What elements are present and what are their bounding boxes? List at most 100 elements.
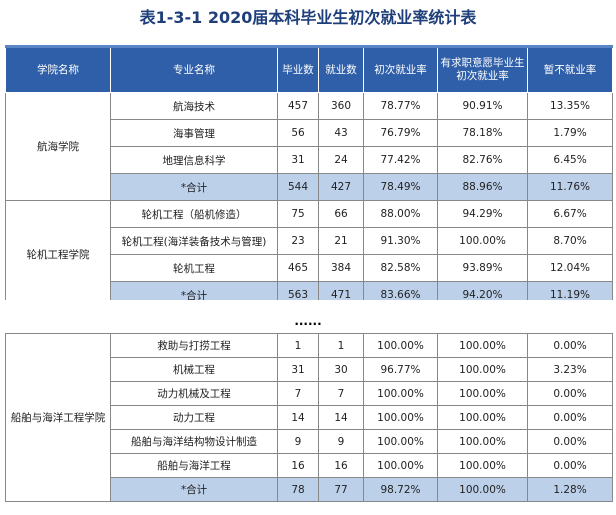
- header-cell: 初次就业率: [363, 45, 438, 93]
- cell: 12.04%: [527, 254, 613, 282]
- cell: 94.20%: [437, 281, 528, 300]
- cell: 544: [277, 173, 319, 201]
- table: 学院名称 专业名称 毕业数 就业数 初次就业率 有求职意愿毕业生初次就业率 暂不就业率 航海学…: [5, 45, 613, 300]
- table-2: 船舶与海洋工程学院 救助与打捞工程 1 1 100.00% 100.00% 0.00% 机械工…: [5, 333, 613, 515]
- cell: 14: [318, 405, 364, 430]
- cell: 100.00%: [437, 405, 528, 430]
- cell: 78.49%: [363, 173, 438, 201]
- cell: 77.42%: [363, 146, 438, 174]
- cell: 船舶与海洋工程: [110, 453, 278, 478]
- cell: 43: [318, 119, 364, 147]
- cell: 75: [277, 200, 319, 228]
- table: 船舶与海洋工程学院 救助与打捞工程 1 1 100.00% 100.00% 0.00% 机械工…: [5, 333, 613, 502]
- cell: 88.96%: [437, 173, 528, 201]
- cell: 100.00%: [437, 381, 528, 406]
- cell: 11.76%: [527, 173, 613, 201]
- cell: 海事管理: [110, 119, 278, 147]
- cell: 7: [277, 381, 319, 406]
- cell: 地理信息科学: [110, 146, 278, 174]
- row: *合计 78 77 98.72% 100.00% 1.28%: [6, 477, 613, 502]
- row: 船舶与海洋工程学院 救助与打捞工程 1 1 100.00% 100.00% 0.00%: [5, 333, 613, 502]
- cell: 0.00%: [527, 429, 613, 454]
- cell: 9: [318, 429, 364, 454]
- cell: 78.18%: [437, 119, 528, 147]
- cell: 24: [318, 146, 364, 174]
- cell: 100.00%: [363, 405, 438, 430]
- title: 表1-3-1 2020届本科毕业生初次就业率统计表: [139, 8, 477, 27]
- row: 轮机工程学院 轮机工程（船机修造） 75 66 88.00% 94.29% 6.67%: [5, 200, 613, 300]
- cell: 16: [277, 453, 319, 478]
- row: 动力机械及工程 7 7 100.00% 100.00% 0.00%: [6, 381, 613, 406]
- row: 航海学院 航海技术 457 360 78.77% 90.91% 13.35%: [5, 92, 613, 201]
- cell: 100.00%: [363, 381, 438, 406]
- cell: 56: [277, 119, 319, 147]
- cell: 30: [318, 357, 364, 382]
- cell: 轮机工程（船机修造）: [110, 200, 278, 228]
- cell: 82.76%: [437, 146, 528, 174]
- cell: 船舶与海洋结构物设计制造: [110, 429, 278, 454]
- header-cell: 专业名称: [110, 45, 278, 93]
- cell: 0.00%: [527, 381, 613, 406]
- cell: 98.72%: [363, 477, 438, 502]
- cell: 31: [277, 146, 319, 174]
- cell: 机械工程: [110, 357, 278, 382]
- cell: 6.45%: [527, 146, 613, 174]
- row: 地理信息科学 31 24 77.42% 82.76% 6.45%: [6, 146, 613, 174]
- cell: 9: [277, 429, 319, 454]
- cell: 83.66%: [363, 281, 438, 300]
- cell: 7: [318, 381, 364, 406]
- cell: 563: [277, 281, 319, 300]
- row: 轮机工程(海洋装备技术与管理) 23 21 91.30% 100.00% 8.70%: [6, 227, 613, 255]
- cell: 76.79%: [363, 119, 438, 147]
- cell: 91.30%: [363, 227, 438, 255]
- cell: 8.70%: [527, 227, 613, 255]
- header-cell: 学院名称: [5, 45, 111, 93]
- cell: 100.00%: [437, 477, 528, 502]
- cell: 21: [318, 227, 364, 255]
- cell: 100.00%: [437, 357, 528, 382]
- cell: 14: [277, 405, 319, 430]
- header-cell: 有求职意愿毕业生初次就业率: [437, 45, 528, 93]
- cell: 救助与打捞工程: [110, 333, 278, 358]
- cell: 93.89%: [437, 254, 528, 282]
- ellipsis: ......: [294, 314, 322, 328]
- cell: 360: [318, 92, 364, 120]
- cell: *合计: [110, 477, 278, 502]
- cell: 11.19%: [527, 281, 613, 300]
- cell: 82.58%: [363, 254, 438, 282]
- cell: 88.00%: [363, 200, 438, 228]
- row: *合计 544 427 78.49% 88.96% 11.76%: [6, 173, 613, 201]
- cell: 16: [318, 453, 364, 478]
- cell: 轮机工程: [110, 254, 278, 282]
- row: 机械工程 31 30 96.77% 100.00% 3.23%: [6, 357, 613, 382]
- cell: 航海技术: [110, 92, 278, 120]
- college-cell: 航海学院: [5, 92, 111, 201]
- cell: 动力工程: [110, 405, 278, 430]
- header-cell: 就业数: [318, 45, 364, 93]
- cell: 23: [277, 227, 319, 255]
- cell: 77: [318, 477, 364, 502]
- table-1: 学院名称 专业名称 毕业数 就业数 初次就业率 有求职意愿毕业生初次就业率 暂不就业率 航海学…: [5, 45, 613, 300]
- cell: 94.29%: [437, 200, 528, 228]
- cell: 96.77%: [363, 357, 438, 382]
- cell: 1.79%: [527, 119, 613, 147]
- cell: 31: [277, 357, 319, 382]
- cell: 1: [277, 333, 319, 358]
- cell: 100.00%: [363, 453, 438, 478]
- cell: 471: [318, 281, 364, 300]
- header-cell: 毕业数: [277, 45, 319, 93]
- row: 海事管理 56 43 76.79% 78.18% 1.79%: [6, 119, 613, 147]
- cell: 1: [318, 333, 364, 358]
- cell: 0.00%: [527, 333, 613, 358]
- cell: *合计: [110, 281, 278, 300]
- cell: 3.23%: [527, 357, 613, 382]
- college-cell: 船舶与海洋工程学院: [5, 333, 111, 502]
- cell: 100.00%: [437, 227, 528, 255]
- cell: 100.00%: [437, 333, 528, 358]
- college-cell: 轮机工程学院: [5, 200, 111, 300]
- cell: 13.35%: [527, 92, 613, 120]
- cell: 100.00%: [437, 429, 528, 454]
- cell: 6.67%: [527, 200, 613, 228]
- header-row: 学院名称 专业名称 毕业数 就业数 初次就业率 有求职意愿毕业生初次就业率 暂不就业率: [5, 45, 613, 93]
- cell: 465: [277, 254, 319, 282]
